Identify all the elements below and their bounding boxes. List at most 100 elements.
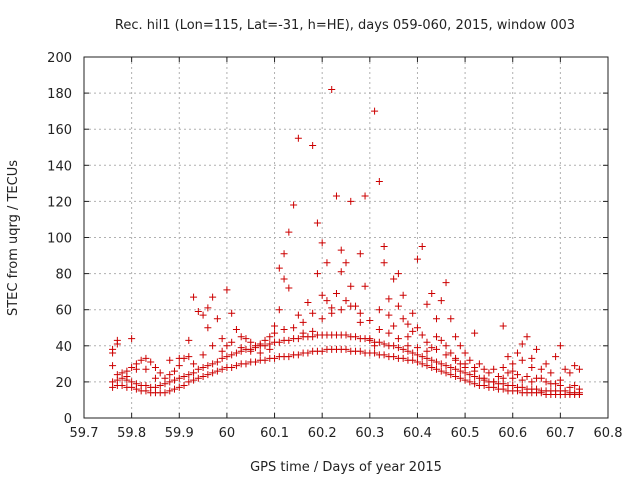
data-point <box>142 354 150 362</box>
data-point <box>251 342 259 350</box>
data-point <box>552 353 560 361</box>
x-axis-label: GPS time / Days of year 2015 <box>250 460 442 475</box>
data-point <box>332 289 340 297</box>
data-point <box>171 385 179 393</box>
data-point <box>299 329 307 337</box>
data-point <box>356 318 364 326</box>
data-point <box>380 340 388 348</box>
data-point <box>428 356 436 364</box>
data-point <box>285 336 293 344</box>
data-point <box>561 387 569 395</box>
data-point <box>542 360 550 368</box>
data-point <box>113 371 121 379</box>
data-point <box>304 298 312 306</box>
data-point <box>209 342 217 350</box>
data-point <box>575 385 583 393</box>
data-point <box>285 228 293 236</box>
data-point <box>199 363 207 371</box>
data-point <box>213 367 221 375</box>
data-point <box>123 372 131 380</box>
data-point <box>442 279 450 287</box>
data-point <box>413 344 421 352</box>
data-point <box>509 360 517 368</box>
data-point <box>342 331 350 339</box>
data-point <box>328 309 336 317</box>
data-point <box>399 315 407 323</box>
data-point <box>175 362 183 370</box>
data-point <box>528 363 536 371</box>
data-point <box>499 322 507 330</box>
data-point <box>361 192 369 200</box>
data-point <box>313 270 321 278</box>
data-point <box>437 367 445 375</box>
data-point <box>218 354 226 362</box>
data-point <box>237 344 245 352</box>
y-tick-label: 60 <box>55 304 72 319</box>
data-point <box>390 342 398 350</box>
data-point <box>480 374 488 382</box>
chart-title: Rec. hil1 (Lon=115, Lat=-31, h=HE), days… <box>115 18 575 33</box>
x-tick-label: 60.1 <box>260 426 289 441</box>
data-point <box>409 356 417 364</box>
data-point <box>242 335 250 343</box>
data-point <box>342 345 350 353</box>
data-point <box>151 374 159 382</box>
data-point <box>266 333 274 341</box>
data-point <box>518 383 526 391</box>
data-point <box>109 378 117 386</box>
data-point <box>575 365 583 373</box>
y-tick-label: 140 <box>47 159 72 174</box>
data-point <box>466 378 474 386</box>
data-point <box>161 389 169 397</box>
data-point <box>356 347 364 355</box>
data-point <box>509 374 517 382</box>
data-point <box>466 371 474 379</box>
data-point <box>237 333 245 341</box>
data-point <box>199 311 207 319</box>
x-tick-label: 60.2 <box>308 426 337 441</box>
data-point <box>433 358 441 366</box>
data-point <box>533 385 541 393</box>
data-point <box>371 107 379 115</box>
y-tick-label: 40 <box>55 340 72 355</box>
data-point <box>209 360 217 368</box>
data-point <box>418 353 426 361</box>
data-point <box>285 284 293 292</box>
data-point <box>366 317 374 325</box>
data-point <box>423 300 431 308</box>
data-point <box>109 345 117 353</box>
data-point <box>461 349 469 357</box>
data-point <box>280 250 288 258</box>
data-point <box>128 363 136 371</box>
data-point <box>437 336 445 344</box>
data-point <box>371 349 379 357</box>
data-point <box>390 353 398 361</box>
data-point <box>113 340 121 348</box>
data-point <box>194 308 202 316</box>
data-point <box>204 304 212 312</box>
data-point <box>209 369 217 377</box>
y-tick-label: 180 <box>47 87 72 102</box>
data-point <box>142 365 150 373</box>
data-point <box>318 239 326 247</box>
data-point <box>280 275 288 283</box>
data-point <box>442 369 450 377</box>
data-point <box>509 367 517 375</box>
data-point <box>223 286 231 294</box>
data-point <box>166 387 174 395</box>
data-point <box>161 374 169 382</box>
data-point <box>132 380 140 388</box>
data-point <box>204 362 212 370</box>
data-point <box>232 362 240 370</box>
data-point <box>437 297 445 305</box>
data-point <box>385 329 393 337</box>
data-point <box>428 289 436 297</box>
x-tick-label: 60.5 <box>451 426 480 441</box>
data-point <box>523 333 531 341</box>
data-point <box>166 378 174 386</box>
data-point <box>175 374 183 382</box>
data-point <box>328 85 336 93</box>
data-point <box>366 335 374 343</box>
y-tick-label: 120 <box>47 195 72 210</box>
data-point <box>447 371 455 379</box>
